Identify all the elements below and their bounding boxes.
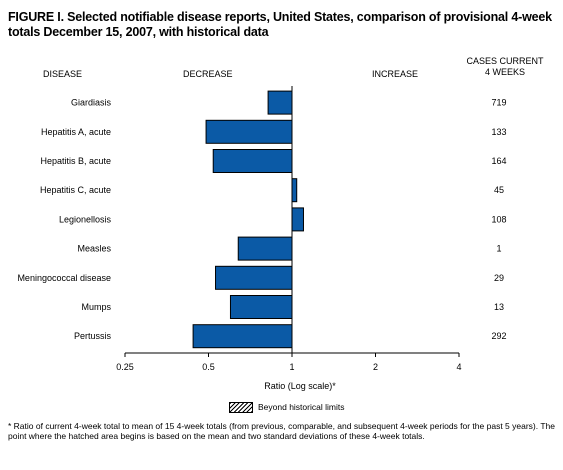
legend-label: Beyond historical limits [258,402,345,412]
cases-value: 1 [496,244,501,254]
category-label: Hepatitis B, acute [40,156,111,166]
bar [291,207,304,232]
figure-title: FIGURE I. Selected notifiable disease re… [8,10,552,39]
x-tick-label: 0.25 [116,362,134,372]
bar [205,119,293,144]
category-label: Giardiasis [71,98,112,108]
bar [229,295,293,319]
category-label: Measles [77,244,111,254]
bar [267,90,293,115]
category-label: Meningococcal disease [17,273,111,283]
category-label: Hepatitis A, acute [41,127,111,137]
disease-column-header: DISEASE [43,69,83,79]
cases-header-line2: 4 WEEKS [484,67,525,77]
cases-value: 108 [491,214,506,224]
bar [215,265,293,290]
category-label: Legionellosis [59,214,112,224]
cases-value: 13 [494,302,504,312]
bar [291,178,298,203]
x-tick-label: 1 [289,362,294,372]
increase-header: INCREASE [372,69,419,79]
bar [212,149,293,173]
x-axis-label: Ratio (Log scale)* [264,381,336,391]
cases-column-header: CASES CURRENT 4 WEEKS [459,56,551,78]
footnote: * Ratio of current 4-week total to mean … [8,421,555,441]
cases-value: 719 [491,98,506,108]
cases-value: 29 [494,273,504,283]
x-tick-label: 0.5 [202,362,215,372]
bar [237,236,293,261]
cases-value: 133 [491,127,506,137]
hatched-legend-swatch [229,401,253,413]
bar [192,324,293,349]
cases-value: 292 [491,331,506,341]
bar-chart: Giardiasis 719 Hepatitis A, acute 133 Hepati… [17,86,507,391]
category-label: Hepatitis C, acute [40,185,111,195]
category-label: Mumps [81,302,111,312]
cases-header-line1: CASES CURRENT [466,56,544,66]
cases-value: 45 [494,185,504,195]
category-label: Pertussis [74,331,112,341]
cases-value: 164 [491,156,506,166]
legend: Beyond historical limits [229,401,344,413]
x-tick-label: 2 [373,362,378,372]
decrease-header: DECREASE [183,69,233,79]
x-tick-label: 4 [456,362,461,372]
